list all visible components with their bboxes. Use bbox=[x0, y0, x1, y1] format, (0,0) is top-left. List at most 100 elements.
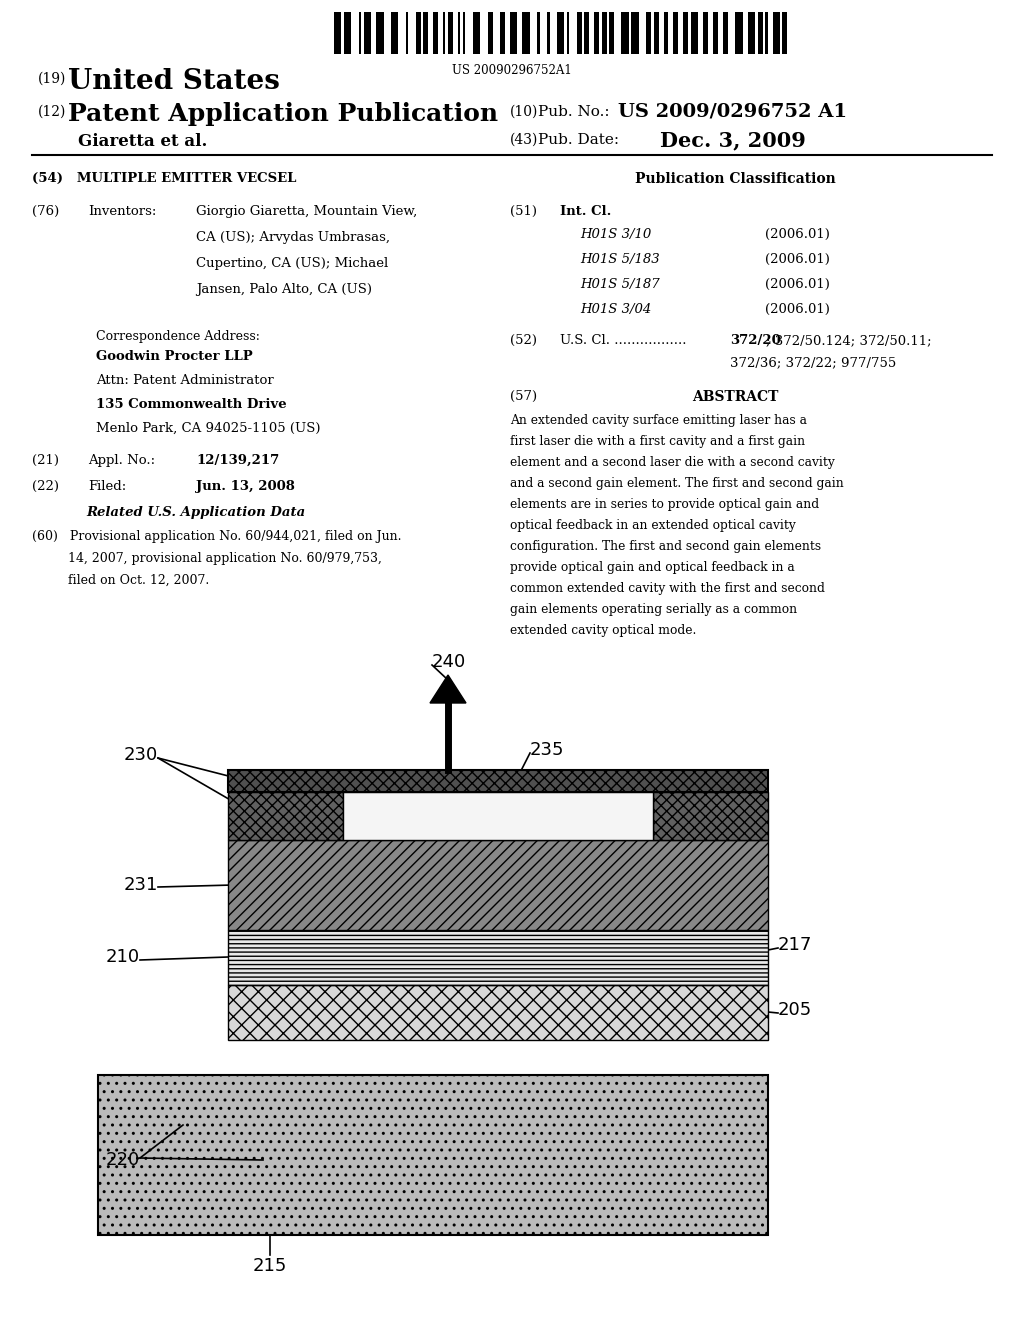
Text: Attn: Patent Administrator: Attn: Patent Administrator bbox=[96, 374, 273, 387]
Text: Related U.S. Application Data: Related U.S. Application Data bbox=[86, 506, 305, 519]
Text: 240: 240 bbox=[432, 653, 466, 671]
Text: US 20090296752A1: US 20090296752A1 bbox=[453, 63, 571, 77]
Bar bbox=[416, 12, 421, 54]
Text: Pub. No.:: Pub. No.: bbox=[538, 106, 614, 119]
Text: provide optical gain and optical feedback in a: provide optical gain and optical feedbac… bbox=[510, 561, 795, 574]
Text: 12/139,217: 12/139,217 bbox=[196, 454, 280, 467]
Text: 372/36; 372/22; 977/755: 372/36; 372/22; 977/755 bbox=[730, 356, 896, 370]
Text: (51): (51) bbox=[510, 205, 537, 218]
Text: Cupertino, CA (US); Michael: Cupertino, CA (US); Michael bbox=[196, 257, 388, 271]
Text: 14, 2007, provisional application No. 60/979,753,: 14, 2007, provisional application No. 60… bbox=[32, 552, 382, 565]
Text: Jansen, Palo Alto, CA (US): Jansen, Palo Alto, CA (US) bbox=[196, 282, 372, 296]
Bar bbox=[664, 12, 669, 54]
Bar bbox=[376, 12, 384, 54]
Text: United States: United States bbox=[68, 69, 280, 95]
Bar bbox=[594, 12, 599, 54]
Text: H01S 5/183: H01S 5/183 bbox=[580, 253, 659, 267]
Bar bbox=[522, 12, 529, 54]
Text: (60)   Provisional application No. 60/944,021, filed on Jun.: (60) Provisional application No. 60/944,… bbox=[32, 531, 401, 543]
Bar bbox=[358, 12, 361, 54]
Text: Inventors:: Inventors: bbox=[88, 205, 157, 218]
Text: (10): (10) bbox=[510, 106, 539, 119]
Text: Pub. Date:: Pub. Date: bbox=[538, 133, 620, 147]
Bar bbox=[423, 12, 428, 54]
Bar bbox=[703, 12, 709, 54]
Text: and a second gain element. The first and second gain: and a second gain element. The first and… bbox=[510, 477, 844, 490]
Bar bbox=[228, 770, 768, 792]
Text: (2006.01): (2006.01) bbox=[765, 304, 829, 315]
Bar bbox=[500, 12, 505, 54]
Bar bbox=[391, 12, 398, 54]
Text: US 2009/0296752 A1: US 2009/0296752 A1 bbox=[618, 102, 847, 120]
Bar bbox=[735, 12, 742, 54]
Bar bbox=[228, 985, 768, 1040]
Text: Int. Cl.: Int. Cl. bbox=[560, 205, 611, 218]
Bar bbox=[433, 12, 438, 54]
Bar bbox=[674, 12, 679, 54]
Text: optical feedback in an extended optical cavity: optical feedback in an extended optical … bbox=[510, 519, 796, 532]
Text: Goodwin Procter LLP: Goodwin Procter LLP bbox=[96, 350, 253, 363]
Text: 231: 231 bbox=[124, 876, 158, 894]
Bar bbox=[653, 792, 768, 840]
Text: (76): (76) bbox=[32, 205, 59, 218]
Bar bbox=[364, 12, 371, 54]
Text: Patent Application Publication: Patent Application Publication bbox=[68, 102, 498, 125]
Text: element and a second laser die with a second cavity: element and a second laser die with a se… bbox=[510, 455, 835, 469]
Bar bbox=[406, 12, 409, 54]
Bar bbox=[646, 12, 651, 54]
Bar bbox=[98, 1074, 768, 1236]
Text: 205: 205 bbox=[778, 1001, 812, 1019]
Bar bbox=[765, 12, 768, 54]
Bar bbox=[632, 12, 639, 54]
Text: Giaretta et al.: Giaretta et al. bbox=[78, 133, 208, 150]
Text: An extended cavity surface emitting laser has a: An extended cavity surface emitting lase… bbox=[510, 414, 807, 426]
Text: first laser die with a first cavity and a first gain: first laser die with a first cavity and … bbox=[510, 436, 805, 447]
Text: ABSTRACT: ABSTRACT bbox=[692, 389, 778, 404]
Text: (2006.01): (2006.01) bbox=[765, 228, 829, 242]
Text: 372/20: 372/20 bbox=[730, 334, 780, 347]
Bar bbox=[748, 12, 756, 54]
Text: Giorgio Giaretta, Mountain View,: Giorgio Giaretta, Mountain View, bbox=[196, 205, 417, 218]
Bar bbox=[557, 12, 564, 54]
Text: 235: 235 bbox=[530, 741, 564, 759]
Text: common extended cavity with the first and second: common extended cavity with the first an… bbox=[510, 582, 825, 595]
Text: 217: 217 bbox=[778, 936, 812, 954]
Text: Publication Classification: Publication Classification bbox=[635, 172, 836, 186]
Text: (12): (12) bbox=[38, 106, 67, 119]
Text: 220: 220 bbox=[105, 1151, 140, 1170]
Text: Dec. 3, 2009: Dec. 3, 2009 bbox=[660, 129, 806, 150]
Text: elements are in series to provide optical gain and: elements are in series to provide optica… bbox=[510, 498, 819, 511]
Bar bbox=[473, 12, 480, 54]
Bar bbox=[782, 12, 787, 54]
Text: filed on Oct. 12, 2007.: filed on Oct. 12, 2007. bbox=[32, 574, 209, 587]
Bar bbox=[538, 12, 540, 54]
Bar bbox=[228, 931, 768, 985]
Text: 215: 215 bbox=[253, 1257, 287, 1275]
Polygon shape bbox=[430, 675, 466, 704]
Bar bbox=[601, 12, 606, 54]
Text: H01S 5/187: H01S 5/187 bbox=[580, 279, 659, 290]
Bar bbox=[343, 792, 653, 840]
Bar bbox=[772, 12, 780, 54]
Bar bbox=[683, 12, 688, 54]
Bar bbox=[447, 12, 453, 54]
Text: Filed:: Filed: bbox=[88, 480, 126, 492]
Bar bbox=[723, 12, 728, 54]
Text: configuration. The first and second gain elements: configuration. The first and second gain… bbox=[510, 540, 821, 553]
Bar bbox=[510, 12, 517, 54]
Bar bbox=[567, 12, 569, 54]
Text: (21): (21) bbox=[32, 454, 59, 467]
Text: (52): (52) bbox=[510, 334, 537, 347]
Text: 230: 230 bbox=[124, 746, 158, 764]
Text: (57): (57) bbox=[510, 389, 538, 403]
Text: Correspondence Address:: Correspondence Address: bbox=[96, 330, 260, 343]
Bar bbox=[622, 12, 629, 54]
Bar bbox=[577, 12, 582, 54]
Text: ; 372/50.124; 372/50.11;: ; 372/50.124; 372/50.11; bbox=[766, 334, 932, 347]
Bar bbox=[344, 12, 351, 54]
Text: (19): (19) bbox=[38, 73, 67, 86]
Text: U.S. Cl. .................: U.S. Cl. ................. bbox=[560, 334, 686, 347]
Text: Appl. No.:: Appl. No.: bbox=[88, 454, 155, 467]
Text: (22): (22) bbox=[32, 480, 59, 492]
Text: (43): (43) bbox=[510, 133, 539, 147]
